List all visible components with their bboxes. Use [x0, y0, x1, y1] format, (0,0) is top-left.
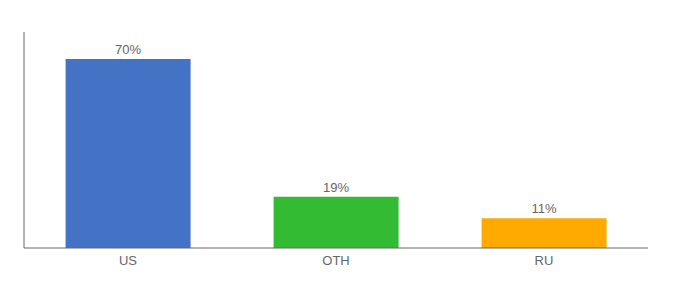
svg-text:OTH: OTH: [322, 253, 349, 268]
svg-text:70%: 70%: [115, 42, 141, 57]
svg-text:11%: 11%: [532, 201, 557, 216]
svg-text:RU: RU: [535, 253, 554, 268]
svg-text:US: US: [119, 253, 137, 268]
svg-text:19%: 19%: [323, 180, 349, 195]
